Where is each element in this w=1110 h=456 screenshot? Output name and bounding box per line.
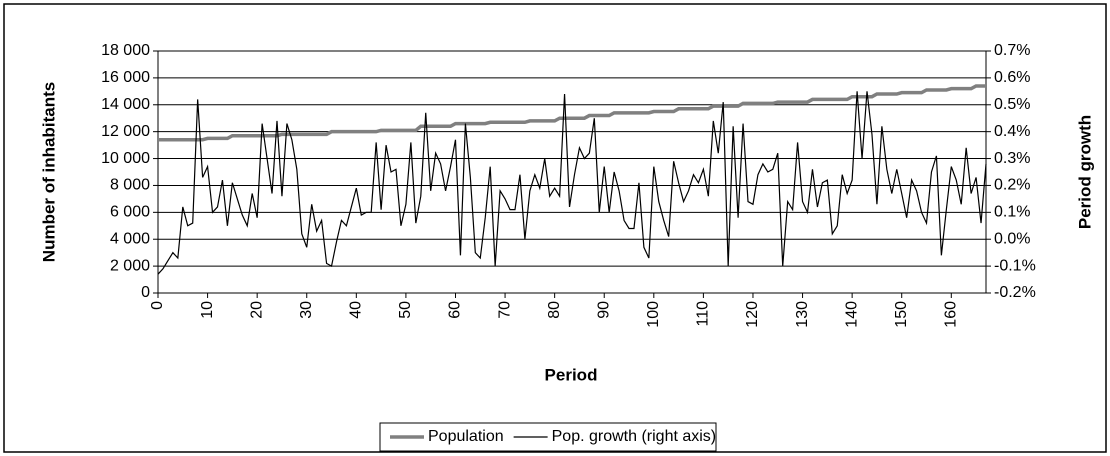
x-tick-label: 140: [843, 301, 860, 328]
y2-tick-label: -0.1%: [994, 257, 1036, 274]
y2-tick-label: -0.2%: [994, 284, 1036, 301]
y-tick-label: 18 000: [101, 42, 150, 59]
y2-tick-label: 0.4%: [994, 123, 1030, 140]
y2-tick-label: 0.6%: [994, 69, 1030, 86]
y2-axis-title: Period growth: [1075, 115, 1094, 229]
y-tick-label: 2 000: [110, 257, 150, 274]
chart-frame: [3, 3, 1107, 453]
y-tick-label: 16 000: [101, 69, 150, 86]
y-tick-label: 14 000: [101, 96, 150, 113]
x-tick-label: 60: [447, 301, 464, 319]
x-tick-label: 0: [149, 301, 166, 310]
x-tick-label: 120: [744, 301, 761, 328]
y2-tick-label: 0.2%: [994, 177, 1030, 194]
y-tick-label: 0: [141, 284, 150, 301]
x-tick-label: 30: [298, 301, 315, 319]
y2-tick-label: 0.0%: [994, 230, 1030, 247]
y-axis-title: Number of inhabitants: [39, 82, 58, 262]
series-line: [157, 91, 987, 275]
x-tick-label: 70: [496, 301, 513, 319]
x-tick-label: 130: [794, 301, 811, 328]
x-tick-label: 100: [645, 301, 662, 328]
y-tick-label: 10 000: [101, 150, 150, 167]
x-tick-label: 10: [199, 301, 216, 319]
legend-label: Pop. growth (right axis): [552, 428, 717, 445]
x-tick-label: 150: [893, 301, 910, 328]
y2-tick-label: 0.1%: [994, 204, 1030, 221]
x-tick-label: 80: [546, 301, 563, 319]
legend-box: [379, 422, 717, 452]
y2-tick-label: 0.5%: [994, 96, 1030, 113]
x-tick-label: 110: [695, 301, 712, 327]
y-tick-label: 4 000: [110, 230, 150, 247]
x-tick-label: 160: [943, 301, 960, 328]
y-tick-label: 6 000: [110, 204, 150, 221]
x-tick-label: 20: [248, 301, 265, 319]
legend-label: Population: [428, 428, 504, 445]
y2-tick-label: 0.7%: [994, 42, 1030, 59]
y-tick-label: 8 000: [110, 177, 150, 194]
x-axis-title: Period: [545, 365, 598, 384]
y-tick-label: 12 000: [101, 123, 150, 140]
x-tick-label: 50: [397, 301, 414, 319]
x-tick-label: 90: [595, 301, 612, 319]
x-tick-label: 40: [348, 301, 365, 319]
y2-tick-label: 0.3%: [994, 150, 1030, 167]
series-line: [158, 84, 986, 142]
